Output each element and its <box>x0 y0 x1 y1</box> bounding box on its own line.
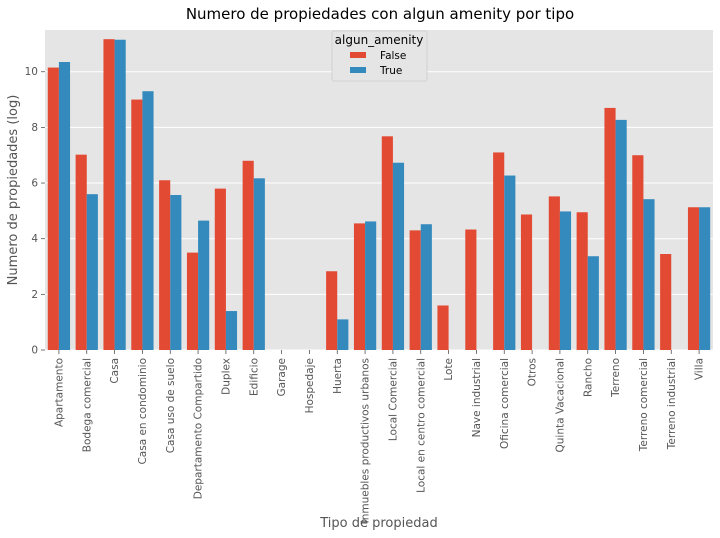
y-tick-label: 10 <box>25 66 38 78</box>
bar-false <box>75 154 87 350</box>
bar-true <box>615 119 627 350</box>
bar-false <box>186 252 199 350</box>
bar-false <box>604 107 616 350</box>
x-tick-label: Casa <box>109 358 121 384</box>
x-tick-label: Casa uso de suelo <box>165 358 177 453</box>
bar-false <box>409 230 421 350</box>
bar-false <box>381 136 393 350</box>
legend: algun_amenity False True <box>331 30 428 82</box>
bar-false <box>493 152 505 350</box>
bar-true <box>337 319 349 350</box>
bar-false <box>326 271 338 350</box>
legend-label-false: False <box>380 50 406 62</box>
y-axis-label: Numero de propiedades (log) <box>6 95 21 286</box>
x-axis-label: Tipo de propiedad <box>319 516 437 531</box>
x-tick-label: Terreno <box>610 358 622 398</box>
x-axis-ticks: Apartamento Bodega comercial Casa Casa en c… <box>53 350 706 523</box>
bars <box>47 39 711 350</box>
x-tick-label: Casa en condominio <box>137 358 149 465</box>
y-tick-label: 0 <box>31 345 38 357</box>
legend-swatch-true <box>350 67 366 73</box>
legend-title: algun_amenity <box>335 33 424 47</box>
plot-area <box>45 30 713 350</box>
bar-true <box>142 91 154 350</box>
bar-true <box>253 178 265 350</box>
x-tick-label: Departamento Compartido <box>193 358 205 499</box>
bar-false <box>103 39 115 350</box>
x-tick-label: Garage <box>276 358 288 396</box>
y-tick-label: 4 <box>31 233 38 245</box>
bar-false <box>548 196 560 350</box>
bar-false <box>576 212 588 350</box>
x-tick-label: Terreno industrial <box>666 358 678 450</box>
bar-false <box>520 214 533 350</box>
bar-true <box>114 39 126 350</box>
bar-true <box>58 62 71 350</box>
bar-false <box>632 155 644 350</box>
bar-true <box>587 256 599 350</box>
x-tick-label: Inmuebles productivos urbanos <box>360 358 372 523</box>
x-tick-label: Bodega comercial <box>81 358 93 452</box>
x-tick-label: Huerta <box>332 358 344 394</box>
bar-false <box>660 254 672 350</box>
bar-false <box>214 188 226 350</box>
bar-true <box>86 194 98 350</box>
x-tick-label: Rancho <box>582 358 594 397</box>
x-tick-label: Quinta Vacacional <box>554 358 566 453</box>
x-tick-label: Hospedaje <box>304 358 316 413</box>
y-tick-label: 2 <box>31 289 38 301</box>
x-tick-label: Local Comercial <box>387 358 399 441</box>
y-tick-label: 8 <box>31 122 38 134</box>
bar-false <box>465 229 477 350</box>
y-tick-label: 6 <box>31 178 38 190</box>
x-tick-label: Edificio <box>248 358 260 396</box>
bar-false <box>353 223 366 350</box>
bar-true <box>170 195 182 350</box>
y-axis-ticks: 0 2 4 6 8 10 <box>25 66 45 357</box>
x-tick-label: Lote <box>443 358 455 381</box>
x-tick-label: Terreno comercial <box>638 358 650 452</box>
bar-true <box>365 221 377 350</box>
x-tick-label: Apartamento <box>53 358 65 427</box>
bar-false <box>437 305 449 350</box>
bar-true <box>392 162 405 350</box>
bar-true <box>225 311 238 350</box>
x-tick-label: Oficina comercial <box>499 358 511 449</box>
x-tick-label: Nave industrial <box>471 358 483 437</box>
bar-false <box>131 99 143 350</box>
bar-false <box>242 160 254 350</box>
bar-true <box>699 207 711 350</box>
chart-title: Numero de propiedades con algun amenity … <box>186 5 574 23</box>
x-tick-label: Villa <box>694 358 706 380</box>
bar-true <box>198 220 210 350</box>
bar-false <box>687 207 700 350</box>
bar-false <box>47 67 59 350</box>
bar-true <box>420 224 432 350</box>
bar-true <box>559 211 572 350</box>
x-tick-label: Duplex <box>220 358 232 395</box>
x-tick-label: Local en centro comercial <box>415 358 427 493</box>
bar-false <box>159 180 171 350</box>
x-tick-label: Otros <box>527 358 539 386</box>
legend-label-true: True <box>379 65 402 77</box>
legend-swatch-false <box>350 52 366 58</box>
bar-true <box>643 199 655 350</box>
bar-true <box>504 175 516 350</box>
